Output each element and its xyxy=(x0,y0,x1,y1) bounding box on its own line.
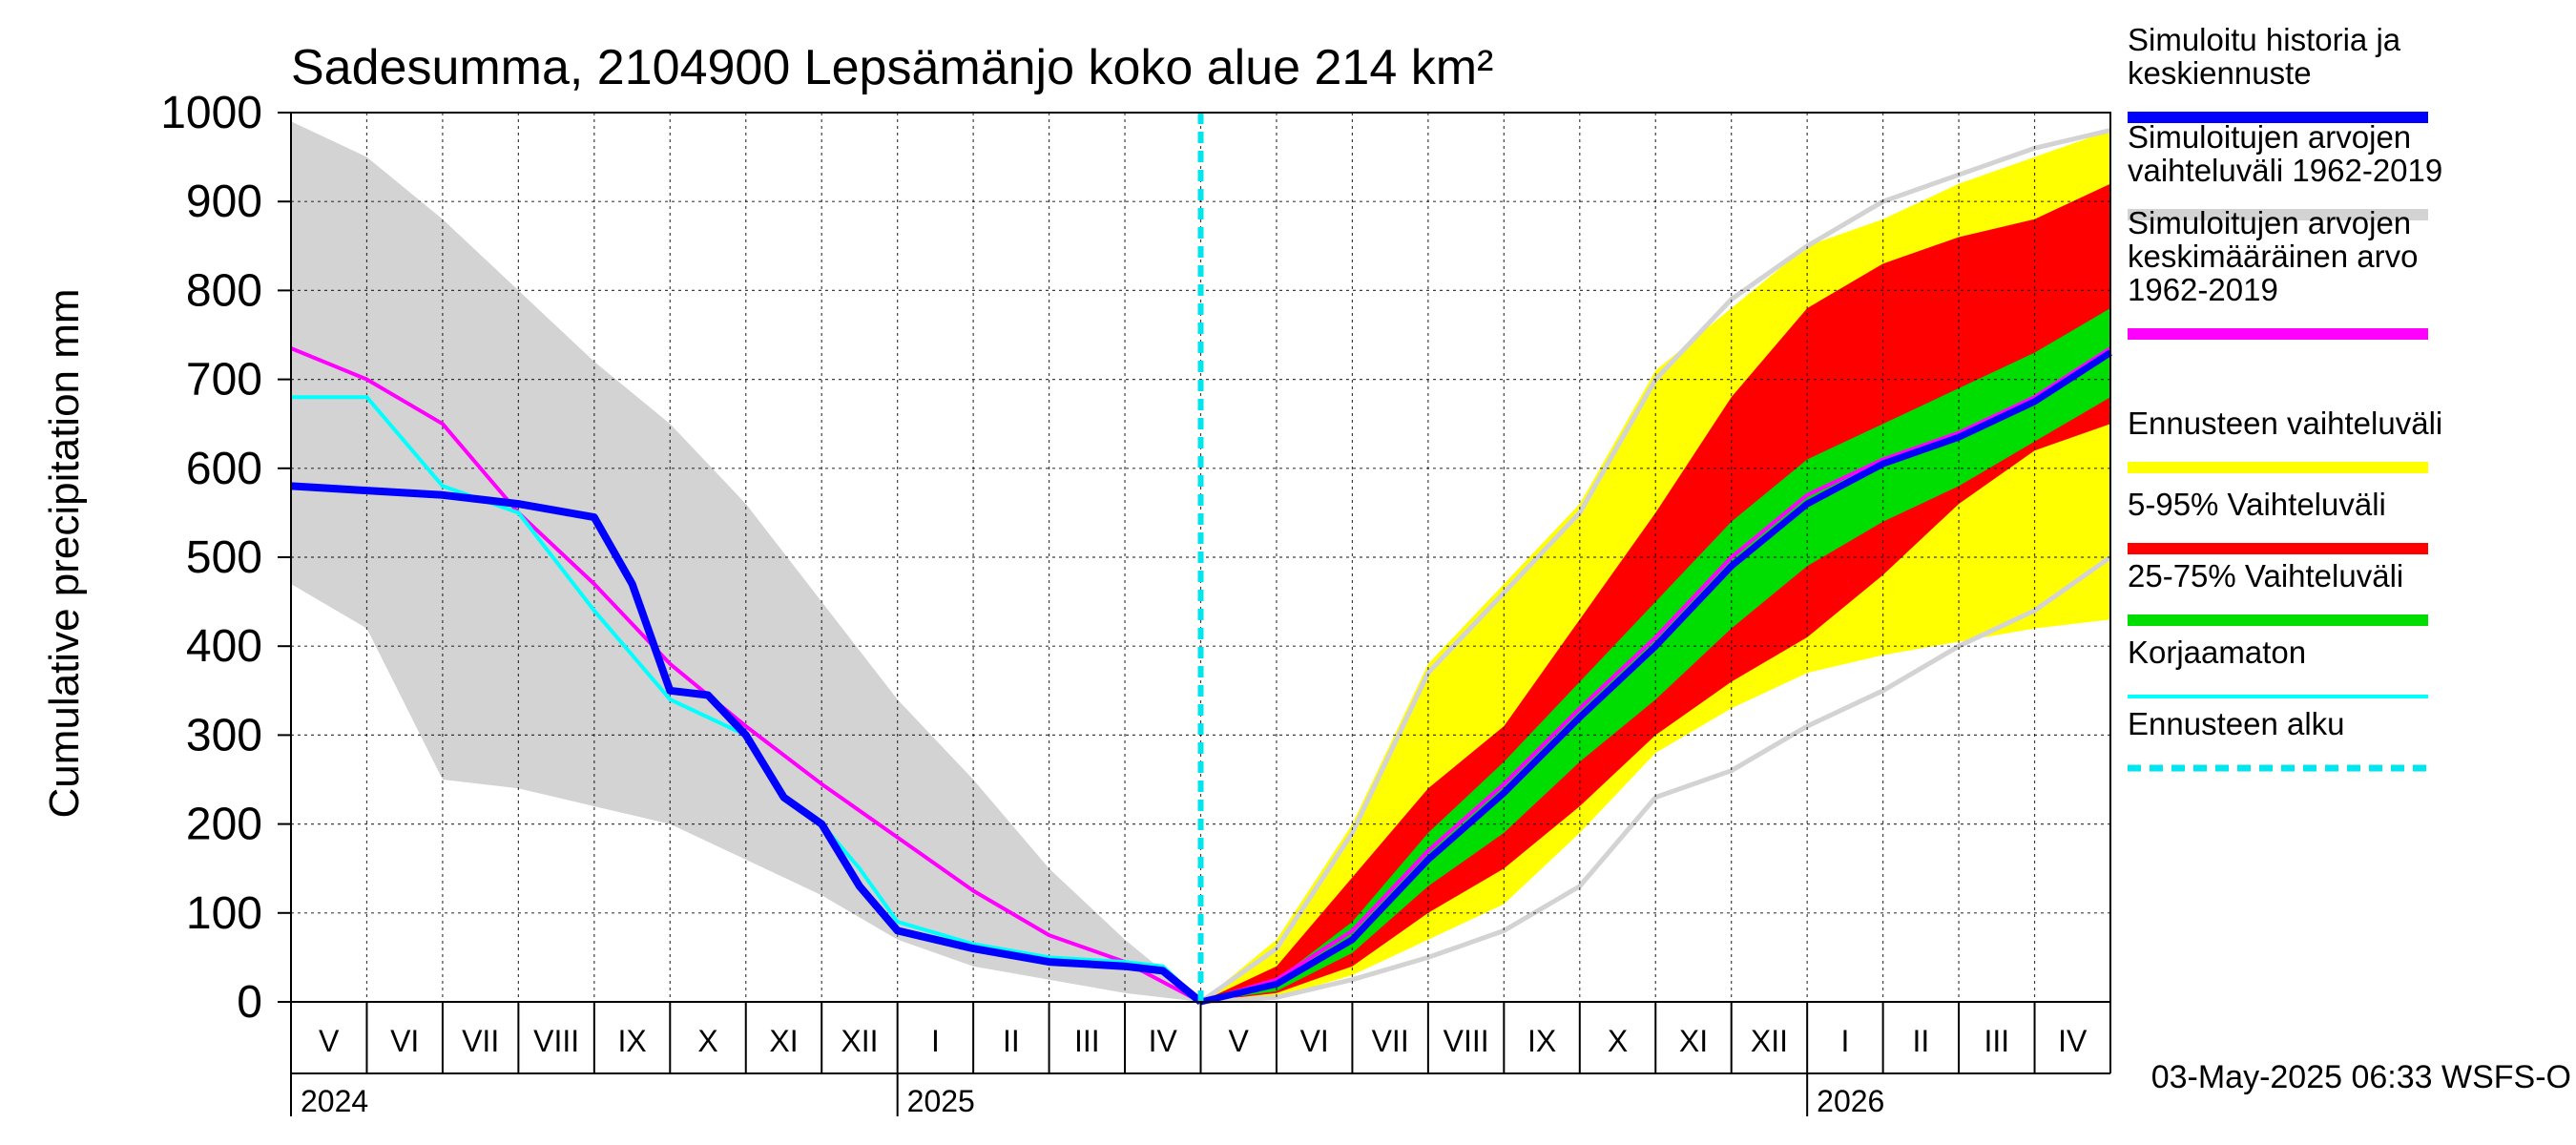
legend-label: keskiennuste xyxy=(2128,55,2312,91)
legend-label: Korjaamaton xyxy=(2128,635,2306,670)
month-label: IV xyxy=(1149,1024,1178,1058)
y-tick-label: 200 xyxy=(186,800,262,850)
y-axis-label: Cumulative precipitation mm xyxy=(41,288,88,818)
y-tick-label: 900 xyxy=(186,177,262,227)
y-tick-label: 500 xyxy=(186,532,262,583)
month-label: XII xyxy=(841,1024,878,1058)
legend-label: vaihteluväli 1962-2019 xyxy=(2128,153,2442,188)
month-label: X xyxy=(1608,1024,1628,1058)
month-label: VII xyxy=(462,1024,499,1058)
mean-forecast-line xyxy=(1199,346,2112,1004)
mean-line xyxy=(290,346,1202,1004)
legend-label: Ennusteen vaihteluväli xyxy=(2128,406,2442,441)
month-label: XI xyxy=(769,1024,798,1058)
legend-label: Simuloitujen arvojen xyxy=(2128,205,2411,240)
month-label: II xyxy=(1912,1024,1929,1058)
chart-title: Sadesumma, 2104900 Lepsämänjo koko alue … xyxy=(291,40,1493,95)
y-tick-label: 300 xyxy=(186,710,262,760)
month-label: VI xyxy=(390,1024,419,1058)
month-label: XII xyxy=(1751,1024,1788,1058)
y-tick-label: 100 xyxy=(186,888,262,939)
month-label: VII xyxy=(1372,1024,1409,1058)
legend-label: Ennusteen alku xyxy=(2128,706,2345,741)
month-label: IX xyxy=(617,1024,646,1058)
legend-label: 5-95% Vaihteluväli xyxy=(2128,487,2386,522)
year-label: 2024 xyxy=(301,1084,368,1118)
month-label: II xyxy=(1003,1024,1020,1058)
y-tick-label: 800 xyxy=(186,265,262,316)
month-label: III xyxy=(1074,1024,1100,1058)
month-label: I xyxy=(931,1024,940,1058)
month-label: XI xyxy=(1679,1024,1708,1058)
historical-range-lower-line xyxy=(1200,554,2112,1005)
legend-label: 1962-2019 xyxy=(2128,272,2278,307)
y-tick-label: 0 xyxy=(237,977,262,1028)
month-label: VIII xyxy=(1444,1024,1489,1058)
month-label: IX xyxy=(1527,1024,1556,1058)
legend-label: Simuloitujen arvojen xyxy=(2128,119,2411,155)
y-tick-label: 600 xyxy=(186,444,262,494)
legend-label: 25-75% Vaihteluväli xyxy=(2128,558,2403,593)
month-label: V xyxy=(319,1024,340,1058)
month-label: VI xyxy=(1300,1024,1329,1058)
month-label: IV xyxy=(2058,1024,2088,1058)
legend-label: keskimääräinen arvo xyxy=(2128,239,2418,274)
plot-area xyxy=(290,113,2112,1006)
month-label: III xyxy=(1984,1024,2009,1058)
month-label: V xyxy=(1229,1024,1250,1058)
timestamp-label: 03-May-2025 06:33 WSFS-O xyxy=(2151,1059,2571,1095)
year-label: 2025 xyxy=(907,1084,975,1118)
median-forecast-line xyxy=(1199,349,2112,1006)
legend-label: Simuloitu historia ja xyxy=(2128,22,2401,57)
y-tick-label: 1000 xyxy=(160,88,262,138)
month-label: I xyxy=(1840,1024,1849,1058)
year-label: 2026 xyxy=(1817,1084,1884,1118)
y-tick-label: 400 xyxy=(186,621,262,672)
y-tick-label: 700 xyxy=(186,355,262,406)
month-label: VIII xyxy=(533,1024,579,1058)
month-label: X xyxy=(697,1024,717,1058)
history-line xyxy=(290,482,1204,1006)
